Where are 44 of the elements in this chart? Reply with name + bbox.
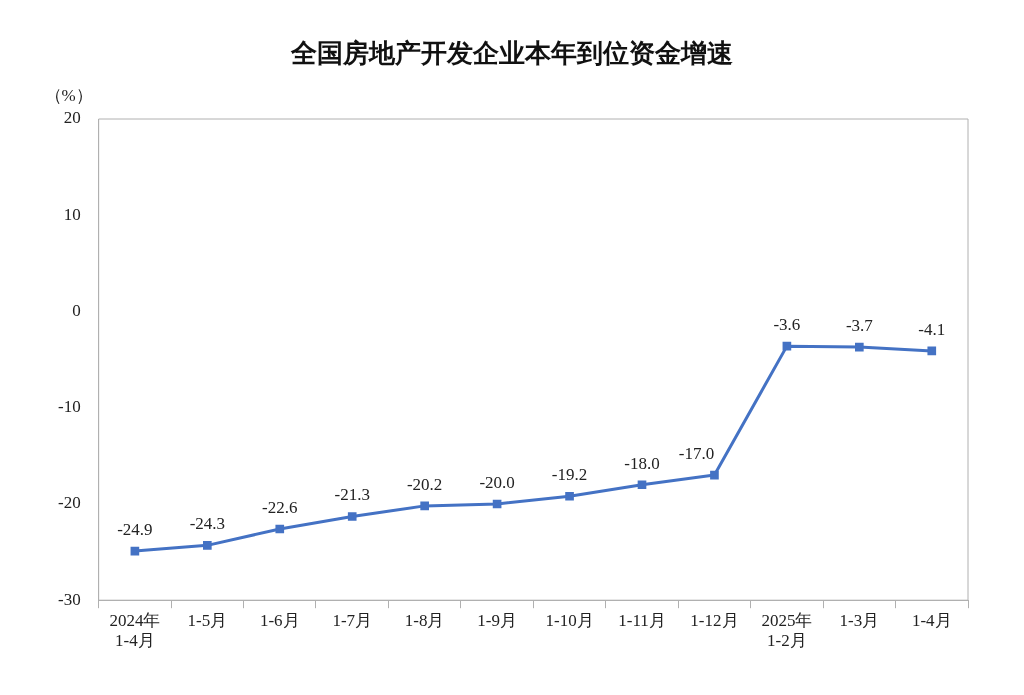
x-tick-label: 1-4月 bbox=[911, 610, 952, 630]
data-label: -22.6 bbox=[262, 497, 298, 517]
data-label: -3.6 bbox=[773, 315, 801, 335]
data-label: -20.0 bbox=[479, 472, 515, 492]
x-tick-label: 2024年 1-4月 bbox=[109, 610, 161, 651]
point bbox=[492, 499, 502, 509]
point bbox=[710, 470, 719, 480]
y-tick-label: -30 bbox=[57, 589, 81, 609]
y-tick-label: 0 bbox=[72, 300, 81, 320]
data-label: -3.7 bbox=[845, 316, 874, 336]
y-tick-label: 20 bbox=[63, 108, 81, 128]
data-label: -21.3 bbox=[334, 485, 370, 505]
point bbox=[565, 491, 574, 501]
x-tick-label: 1-5月 bbox=[187, 610, 228, 630]
point bbox=[927, 346, 937, 356]
data-label: -17.0 bbox=[678, 444, 715, 464]
point bbox=[637, 480, 647, 490]
x-tick-label: 1-9月 bbox=[477, 610, 517, 630]
x-tick-label: 1-12月 bbox=[690, 610, 739, 630]
x-tick-label: 1-8月 bbox=[404, 610, 445, 630]
data-label: -19.2 bbox=[551, 465, 588, 485]
data-label: -4.1 bbox=[918, 319, 946, 339]
data-label: -20.2 bbox=[406, 474, 443, 494]
data-label: -24.9 bbox=[117, 520, 153, 540]
y-axis-title: （%） bbox=[44, 85, 93, 105]
x-tick-label: 2025年 1-2月 bbox=[761, 610, 813, 651]
x-tick-label: 1-10月 bbox=[545, 610, 594, 630]
x-tick-label: 1-11月 bbox=[618, 610, 666, 630]
data-label: -24.3 bbox=[189, 514, 226, 534]
data-label: -18.0 bbox=[624, 453, 660, 473]
x-tick-label: 1-7月 bbox=[332, 610, 373, 630]
point bbox=[130, 546, 140, 556]
point bbox=[275, 524, 285, 534]
y-tick-label: -20 bbox=[57, 493, 81, 513]
point bbox=[782, 341, 792, 351]
point bbox=[420, 501, 429, 511]
point bbox=[347, 512, 357, 521]
y-tick-label: -10 bbox=[57, 397, 81, 417]
point bbox=[855, 342, 864, 352]
x-tick-label: 1-3月 bbox=[839, 610, 880, 630]
y-tick-label: 10 bbox=[63, 204, 81, 224]
chart-title: 全国房地产开发企业本年到位资金增速 bbox=[290, 37, 734, 70]
x-tick-label: 1-6月 bbox=[259, 610, 300, 630]
point bbox=[203, 541, 212, 550]
